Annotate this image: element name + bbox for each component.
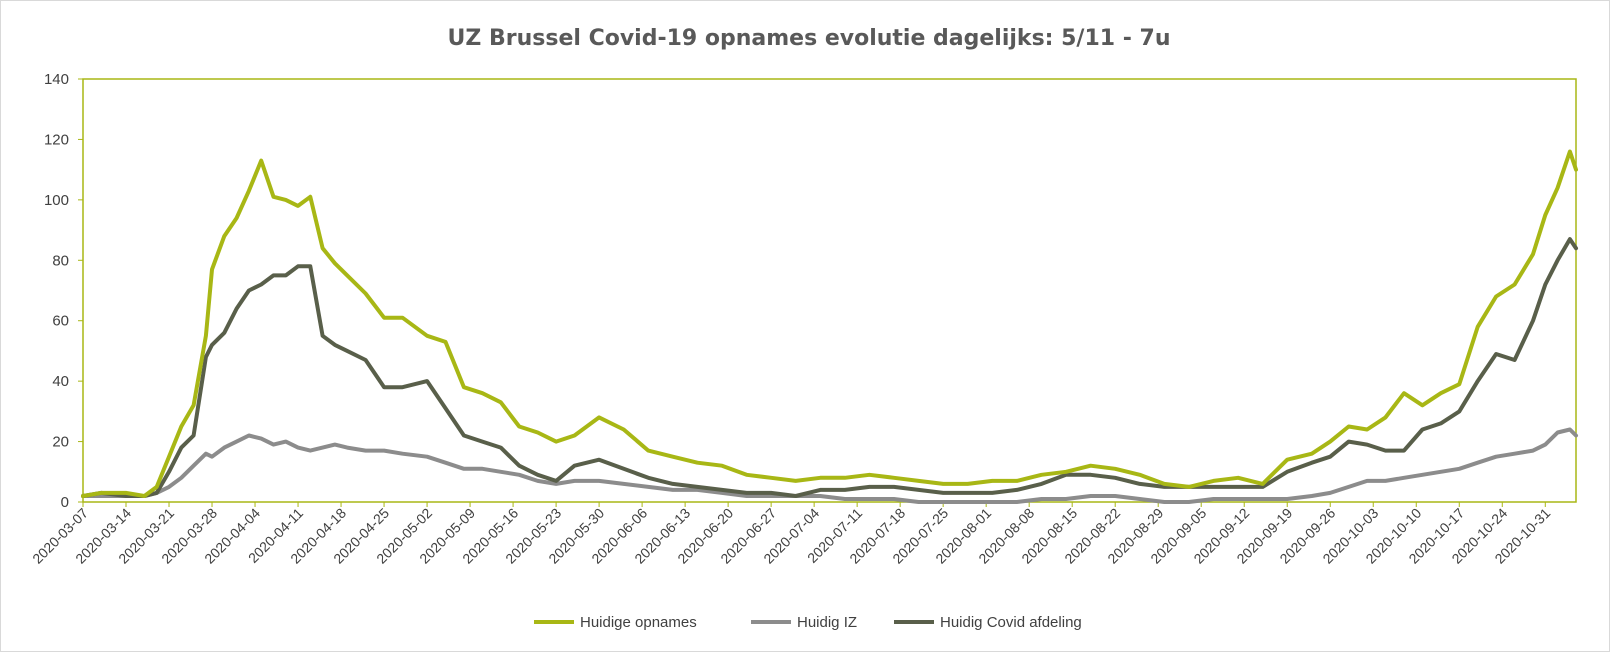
y-tick-label: 40 <box>52 373 69 390</box>
series-line-2 <box>81 427 1578 504</box>
legend: Huidige opnames Huidig IZ Huidig Covid afd… <box>534 614 1082 631</box>
legend-label: Huidige opnames <box>580 614 697 631</box>
y-tick-label: 140 <box>44 71 69 88</box>
chart-title: UZ Brussel Covid-19 opnames evolutie dag… <box>448 26 1171 51</box>
series-layer <box>81 149 1578 504</box>
y-tick-label: 80 <box>52 252 69 269</box>
y-tick-label: 100 <box>44 192 69 209</box>
y-tick-label: 60 <box>52 313 69 330</box>
series-line-3 <box>81 237 1578 498</box>
legend-label: Huidig IZ <box>797 614 857 631</box>
plot-area <box>82 78 1577 503</box>
y-axis: 0 20 40 60 80 100 120 140 <box>44 71 83 511</box>
y-tick-label: 20 <box>52 434 69 451</box>
y-tick-label: 120 <box>44 131 69 148</box>
y-tick-label: 0 <box>61 494 69 511</box>
series-line-1 <box>81 149 1578 498</box>
x-axis: 2020-03-072020-03-142020-03-212020-03-28… <box>29 502 1554 567</box>
legend-label: Huidig Covid afdeling <box>940 614 1082 631</box>
